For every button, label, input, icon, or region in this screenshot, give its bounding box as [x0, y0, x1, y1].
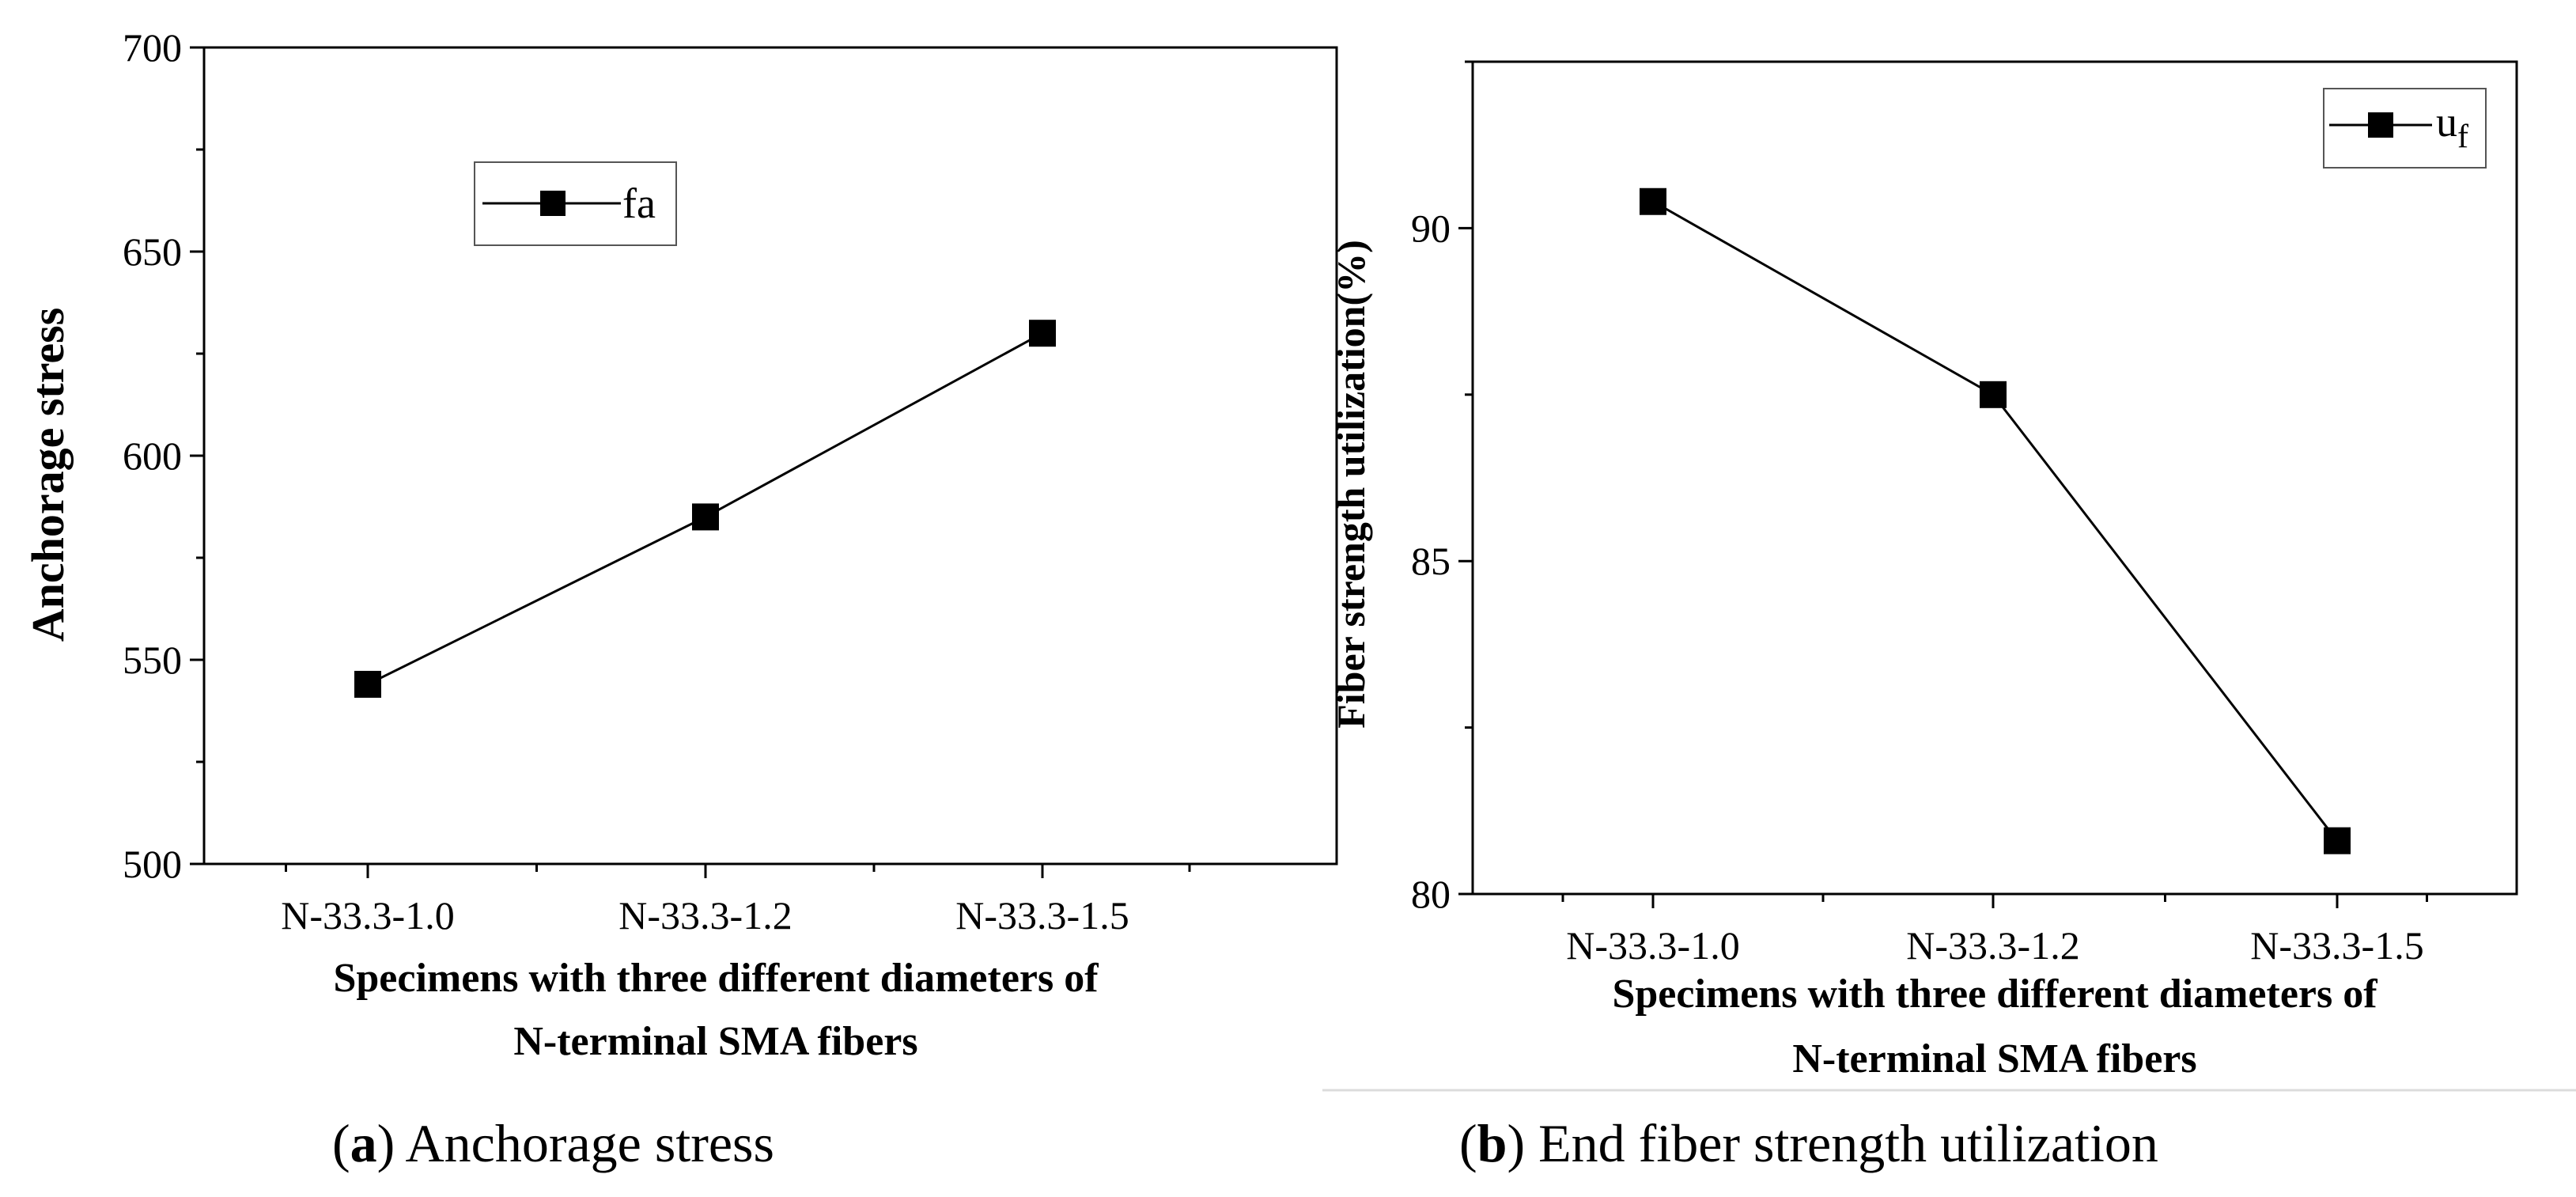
y-tick-label-a-3: 650 — [123, 229, 182, 274]
x-axis-title-b-line1: Specimens with three different diameters… — [1612, 972, 2377, 1017]
legend-label-b-sub: f — [2457, 119, 2468, 155]
y-tick-label-a-2: 600 — [123, 434, 182, 478]
y-axis-title-b: Fiber strength utilization(%) — [1329, 240, 1373, 729]
x-tick-label-b-2: N-33.3-1.5 — [2250, 923, 2423, 968]
caption-a: (a) Anchorage stress — [332, 1113, 774, 1173]
x-tick-label-a-0: N-33.3-1.0 — [281, 893, 454, 938]
legend-marker-a — [540, 191, 566, 216]
legend-marker-b — [2368, 112, 2393, 138]
y-axis-title-a: Anchorage stress — [22, 308, 74, 642]
legend-a: fa — [474, 161, 677, 246]
series-line-uf — [1652, 200, 2339, 842]
legend-label-b-main: u — [2436, 98, 2457, 146]
chart-panel-b: 80 85 90 N-33.3-1.0 N-33.3-1.2 N-33.3-1.5 Fi… — [1322, 60, 2576, 1173]
caption-letter-a: a — [350, 1113, 377, 1173]
data-point-uf-2 — [2324, 827, 2351, 854]
x-axis-title-b-line2: N-terminal SMA fibers — [1792, 1036, 2196, 1081]
data-point-uf-1 — [1980, 381, 2007, 408]
y-tick-label-a-0: 500 — [123, 842, 182, 886]
x-axis-title-a-line1: Specimens with three different diameters… — [333, 956, 1099, 1001]
x-tick-label-b-0: N-33.3-1.0 — [1566, 923, 1739, 968]
series-fa — [354, 320, 1056, 698]
x-tick-label-a-1: N-33.3-1.2 — [618, 893, 792, 938]
x-tick-label-b-1: N-33.3-1.2 — [1906, 923, 2079, 968]
y-axis-b: 80 85 90 — [1411, 60, 1473, 916]
data-point-fa-1 — [692, 503, 719, 531]
caption-b: (b) End fiber strength utilization — [1459, 1113, 2158, 1173]
y-tick-label-a-4: 700 — [123, 25, 182, 70]
y-tick-label-b-0: 80 — [1411, 872, 1451, 916]
x-tick-label-a-2: N-33.3-1.5 — [955, 893, 1129, 938]
data-point-fa-2 — [1029, 320, 1056, 347]
caption-text-a: Anchorage stress — [395, 1113, 774, 1173]
x-axis-a: N-33.3-1.0 N-33.3-1.2 N-33.3-1.5 — [281, 864, 1191, 938]
y-axis-a: 500 550 600 650 700 — [123, 25, 204, 886]
caption-text-b: End fiber strength utilization — [1525, 1113, 2158, 1173]
series-uf — [1640, 188, 2351, 854]
legend-label-a: fa — [622, 180, 656, 227]
y-tick-label-b-2: 90 — [1411, 206, 1451, 250]
x-axis-title-a-line2: N-terminal SMA fibers — [513, 1019, 917, 1064]
data-point-fa-0 — [354, 670, 381, 698]
y-tick-label-b-1: 85 — [1411, 539, 1451, 583]
legend-b: uf — [2323, 88, 2487, 169]
data-point-uf-0 — [1640, 188, 1666, 215]
plot-frame-b — [1471, 60, 2518, 896]
y-tick-label-a-1: 550 — [123, 638, 182, 682]
caption-letter-b: b — [1477, 1113, 1507, 1173]
plot-frame-a — [202, 46, 1338, 866]
legend-box-b — [2323, 88, 2487, 169]
x-axis-b: N-33.3-1.0 N-33.3-1.2 N-33.3-1.5 — [1561, 894, 2428, 968]
legend-label-b: uf — [2436, 98, 2468, 155]
